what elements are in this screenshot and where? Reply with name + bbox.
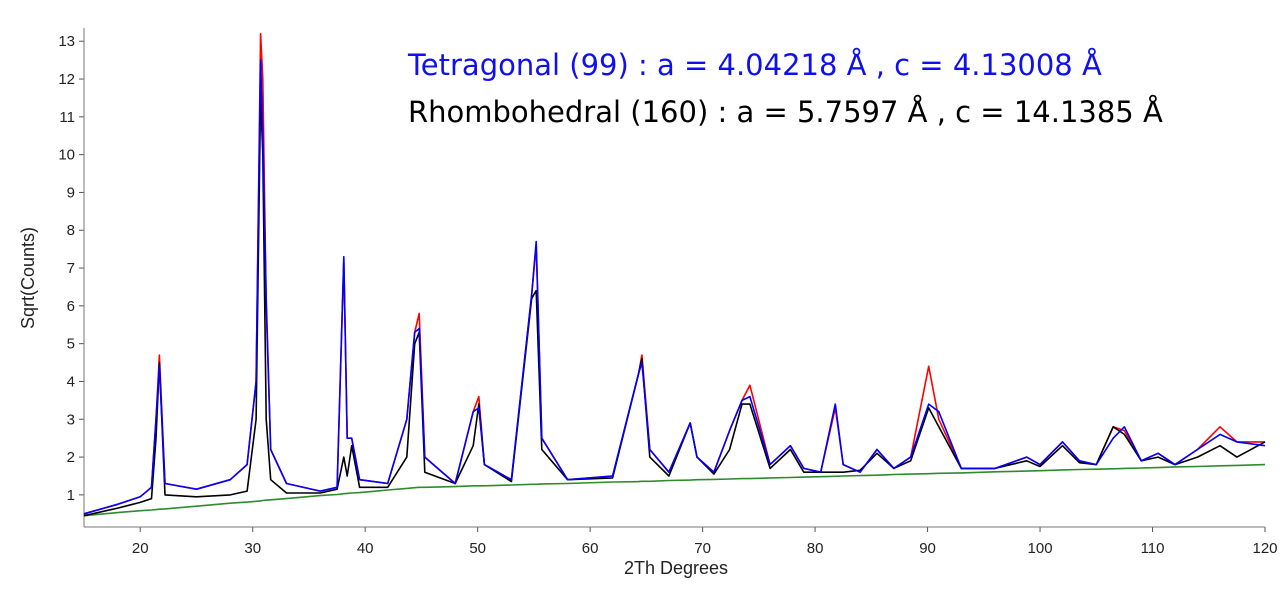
annotation: Tetragonal (99) : a = 4.04218 Å , c = 4.… (407, 48, 1102, 82)
y-tick-label: 4 (67, 373, 75, 390)
y-tick-label: 6 (67, 298, 75, 315)
y-tick-label: 8 (67, 222, 75, 239)
x-tick-label: 60 (582, 540, 599, 557)
y-tick-label: 10 (58, 147, 75, 164)
y-tick-label: 13 (58, 33, 75, 50)
data-line (83, 93, 1266, 517)
y-tick-label: 7 (67, 260, 75, 277)
x-tick-label: 80 (807, 540, 824, 557)
y-tick-label: 2 (67, 449, 75, 466)
x-tick-label: 30 (244, 540, 261, 557)
x-tick-label: 120 (1252, 540, 1277, 557)
x-tick-label: 50 (469, 540, 486, 557)
x-axis-title: 2Th Degrees (624, 558, 728, 578)
x-tick-label: 90 (919, 540, 936, 557)
x-tick-label: 70 (694, 540, 711, 557)
y-axis-title: Sqrt(Counts) (18, 227, 38, 329)
y-tick-label: 1 (67, 487, 75, 504)
y-tick-label: 9 (67, 184, 75, 201)
y-tick-label: 11 (59, 109, 75, 126)
data-line (83, 59, 1266, 515)
x-tick-label: 20 (132, 540, 149, 557)
x-tick-label: 100 (1028, 540, 1053, 557)
x-tick-label: 40 (357, 540, 374, 557)
y-tick-label: 5 (67, 336, 75, 353)
annotation: Rhombohedral (160) : a = 5.7597 Å , c = … (408, 95, 1163, 129)
data-line (83, 463, 1266, 517)
x-tick-label: 110 (1141, 540, 1165, 557)
y-tick-label: 3 (67, 411, 75, 428)
y-tick-label: 12 (58, 71, 75, 88)
